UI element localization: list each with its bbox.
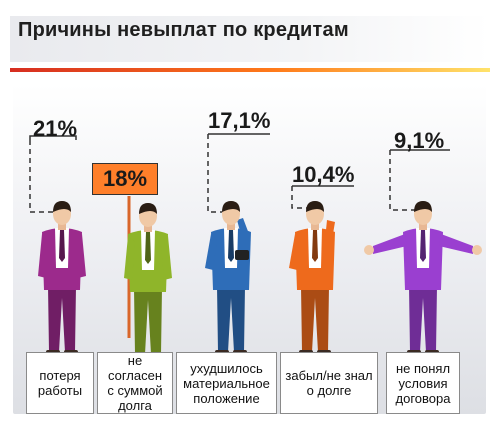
category-label-1: не согласен с суммой долга xyxy=(97,352,173,414)
figure-arm-right-2 xyxy=(237,218,249,242)
title-box xyxy=(10,16,490,62)
category-label-0: потеря работы xyxy=(26,352,94,414)
leader-line-0 xyxy=(29,140,60,213)
figure-tie-0 xyxy=(59,230,65,262)
chart-title: Причины невыплат по кредитам xyxy=(18,19,349,41)
value-label-1: 18% xyxy=(92,163,159,195)
figure-hair-0 xyxy=(53,201,71,212)
figure-tie-4 xyxy=(420,230,426,262)
category-label-2: ухудшилось материальное положение xyxy=(176,352,277,414)
figure-arm-right-4 xyxy=(439,234,473,254)
value-underline-0 xyxy=(29,135,77,140)
figure-legs-3 xyxy=(301,286,329,352)
figure-hair-2 xyxy=(222,201,240,212)
figure-arm-left-0 xyxy=(38,234,49,278)
figure-legs-2 xyxy=(217,286,245,352)
category-label-3: забыл/не знал о долге xyxy=(280,352,378,414)
value-label-4: 9,1% xyxy=(394,128,445,153)
figure-tie-3 xyxy=(312,230,318,262)
category-label-4: не понял условия договора xyxy=(386,352,460,414)
leader-line-2 xyxy=(207,134,228,213)
figure-arm-left-4 xyxy=(373,234,407,254)
title-accent-line xyxy=(10,68,490,72)
value-label-0: 21% xyxy=(33,116,78,141)
figure-arm-left-3 xyxy=(289,234,301,270)
figure-tie-2 xyxy=(228,230,234,262)
figure-arm-right-3 xyxy=(325,220,335,240)
figure-hair-4 xyxy=(414,201,432,212)
leader-line-3 xyxy=(291,186,312,209)
figure-legs-1 xyxy=(134,288,162,354)
figure-arm-left-2 xyxy=(205,234,217,270)
figure-legs-0 xyxy=(48,286,76,352)
figure-arm-left-1 xyxy=(124,236,135,280)
figure-hair-1 xyxy=(139,203,157,214)
figure-tie-1 xyxy=(145,232,151,264)
leader-line-4 xyxy=(389,150,418,211)
value-label-2: 17,1% xyxy=(208,108,271,133)
figure-legs-4 xyxy=(409,286,437,352)
figure-arm-right-0 xyxy=(75,234,86,278)
figure-hand-left-4 xyxy=(364,245,374,255)
figure-camera-2 xyxy=(235,250,249,260)
figure-arm-right-1 xyxy=(161,236,172,280)
figure-hand-right-4 xyxy=(472,245,482,255)
value-label-3: 10,4% xyxy=(292,162,355,187)
figure-hair-3 xyxy=(306,201,324,212)
